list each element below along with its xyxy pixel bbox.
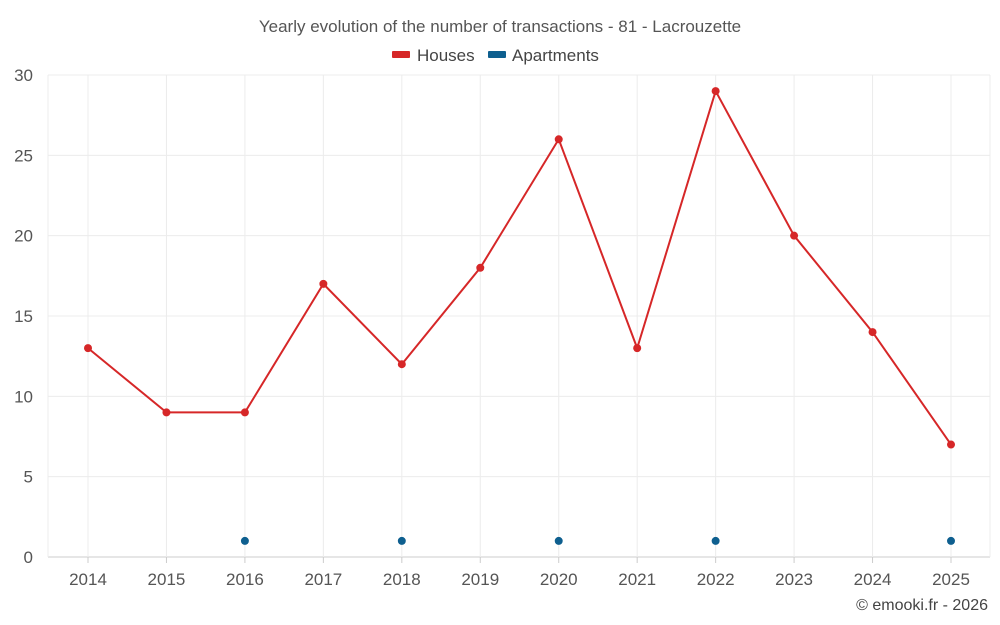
data-point-houses[interactable] — [790, 231, 799, 240]
y-tick-label: 15 — [14, 307, 33, 326]
y-tick-label: 20 — [14, 227, 33, 246]
y-axis-ticks: 0 5 10 15 20 25 30 — [14, 66, 33, 567]
data-point-houses[interactable] — [84, 344, 92, 353]
data-point-houses[interactable] — [633, 344, 642, 353]
legend: Houses Apartments — [392, 46, 599, 65]
chart-title: Yearly evolution of the number of transa… — [259, 17, 741, 36]
x-tick-label: 2019 — [461, 570, 499, 589]
y-tick-label: 5 — [24, 468, 33, 487]
data-point-apartments[interactable] — [554, 536, 563, 545]
data-point-apartments[interactable] — [711, 536, 720, 545]
x-tick-label: 2018 — [383, 570, 421, 589]
x-axis-ticks: 2014 2015 2016 2017 2018 2019 2020 2021 2022 2023… — [69, 557, 970, 589]
x-tick-label: 2015 — [148, 570, 186, 589]
data-point-houses[interactable] — [240, 408, 249, 417]
y-tick-label: 25 — [14, 146, 33, 165]
grid — [47, 74, 991, 558]
x-tick-label: 2024 — [854, 570, 892, 589]
series — [84, 87, 955, 545]
legend-label-apartments[interactable]: Apartments — [512, 46, 599, 65]
y-tick-label: 30 — [14, 66, 33, 85]
x-tick-label: 2017 — [304, 570, 342, 589]
x-tick-label: 2022 — [697, 570, 735, 589]
legend-swatch-apartments[interactable] — [488, 51, 506, 58]
x-tick-label: 2023 — [775, 570, 813, 589]
data-point-houses[interactable] — [711, 87, 720, 96]
x-tick-label: 2014 — [69, 570, 107, 589]
x-tick-label: 2020 — [540, 570, 578, 589]
data-point-houses[interactable] — [319, 279, 328, 288]
x-tick-label: 2016 — [226, 570, 264, 589]
legend-swatch-houses[interactable] — [392, 51, 410, 58]
y-tick-label: 10 — [14, 387, 33, 406]
data-point-apartments[interactable] — [397, 536, 406, 545]
data-point-houses[interactable] — [868, 328, 877, 337]
data-point-houses[interactable] — [162, 408, 171, 417]
y-tick-label: 0 — [24, 548, 33, 567]
data-point-houses[interactable] — [947, 440, 955, 449]
credit-text: © emooki.fr - 2026 — [856, 597, 988, 614]
legend-label-houses[interactable]: Houses — [417, 46, 475, 65]
data-point-houses[interactable] — [476, 263, 485, 272]
series-line-houses — [87, 88, 952, 446]
data-point-apartments[interactable] — [947, 536, 955, 545]
data-point-houses[interactable] — [397, 360, 406, 369]
data-point-houses[interactable] — [554, 135, 563, 144]
x-tick-label: 2025 — [932, 570, 970, 589]
data-point-apartments[interactable] — [240, 536, 249, 545]
x-tick-label: 2021 — [618, 570, 656, 589]
